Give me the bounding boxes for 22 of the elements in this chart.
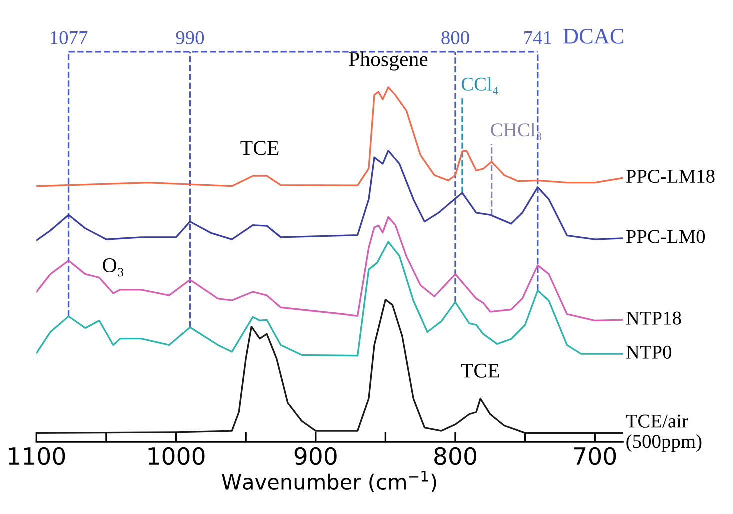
series-label: PPC-LM0 [626,230,706,244]
ref-line-label: 741 [524,31,552,44]
annotation: Phosgene [349,52,428,71]
series-label: NTP0 [626,346,672,359]
series-label: PPC-LM18 [626,170,715,184]
ref-line-label: 990 [176,31,204,44]
ref-line-label: DCAC [564,28,624,44]
x-tick-label: 800 [434,447,476,466]
x-axis-title: Wavenumber (cm$^{−1}$) [222,471,436,492]
x-tick-label: 900 [294,447,337,466]
annotation: TCE [240,141,279,156]
series-label: TCE/air (500ppm) [626,414,702,452]
ref-line-label: CCl₄ [462,77,499,95]
annotation: TCE [461,364,500,378]
x-tick-label: 1100 [9,447,66,466]
x-tick-label: 700 [574,447,616,466]
annotation: O₃ [103,258,124,277]
x-tick-label: 1000 [148,447,205,466]
series-label: NTP18 [626,312,682,325]
ref-line-label: 1077 [51,31,88,44]
ref-line-label: 800 [442,31,470,44]
ref-line-label: CHCl₃ [491,122,542,140]
